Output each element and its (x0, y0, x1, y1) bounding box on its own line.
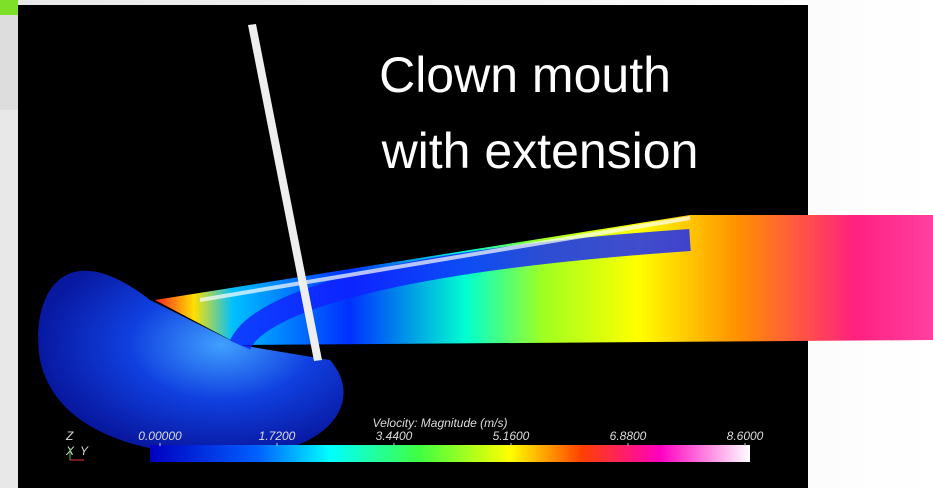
triad-label: Y (80, 444, 89, 458)
colorbar-tick-label: 8.6000 (727, 429, 764, 443)
slide: Clown mouth with extension Velocity: Mag… (0, 0, 933, 488)
colorbar-tick-label: 1.7200 (259, 429, 296, 443)
colorbar-title: Velocity: Magnitude (m/s) (373, 416, 508, 430)
colorbar-tick-label: 6.8800 (610, 429, 647, 443)
colorbar-tick-label: 3.4400 (376, 429, 413, 443)
corner-panel (0, 15, 18, 110)
colorbar (150, 445, 750, 462)
title-line: with extension (381, 123, 699, 179)
colorbar-tick-label: 0.00000 (138, 429, 182, 443)
triad-label: Z (65, 429, 74, 443)
title-line: Clown mouth (379, 47, 671, 103)
colorbar-tick-label: 5.1600 (493, 429, 530, 443)
corner-accent (0, 0, 18, 15)
